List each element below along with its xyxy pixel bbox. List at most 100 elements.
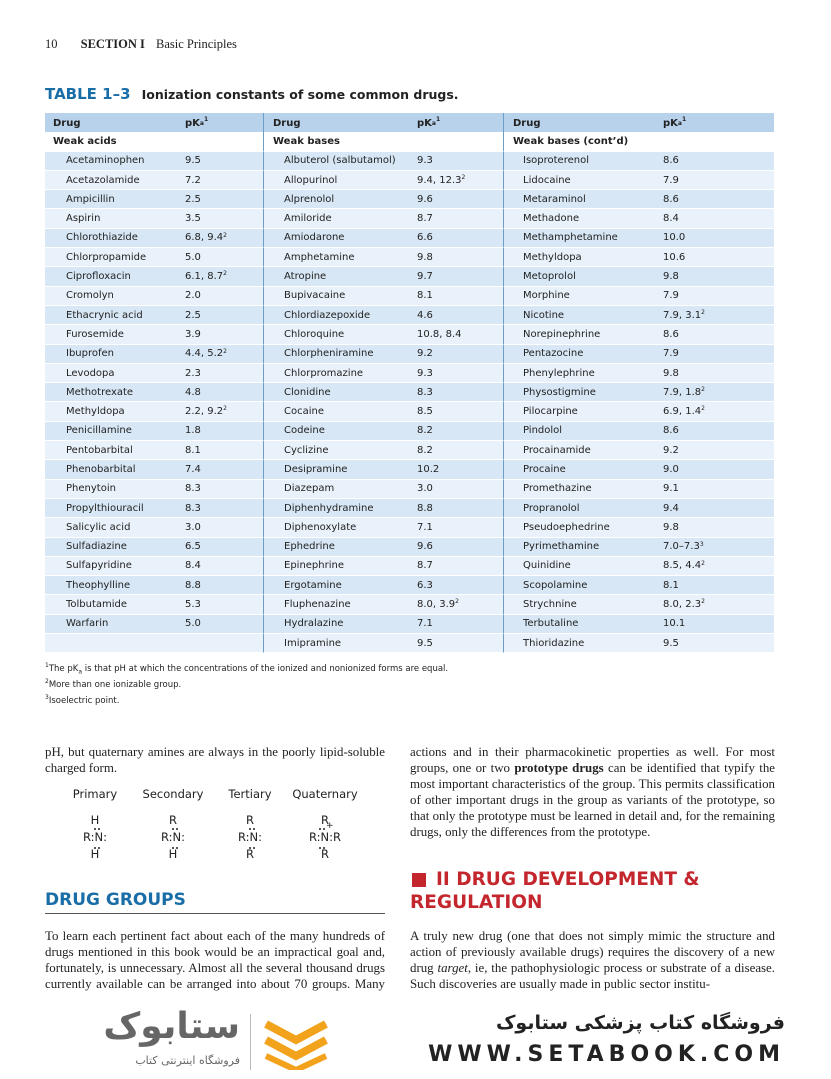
pka-value: 7.9	[663, 290, 679, 302]
pka-value: 9.8	[663, 521, 679, 533]
drug-name: Furosemide	[66, 328, 124, 340]
amine-label: Secondary	[142, 787, 204, 801]
pka-value: 9.1	[663, 483, 679, 495]
drug-cell: Amiloride	[263, 209, 417, 229]
drug-name: Amiloride	[284, 213, 332, 225]
pka-value: 8.0, 2.3	[663, 599, 702, 611]
pka-cell: 7.1	[417, 614, 503, 635]
pka-value: 2.0	[185, 290, 201, 302]
logo-text: ستابوک	[103, 1006, 240, 1047]
pka-value: 8.6	[663, 193, 679, 205]
pka-value: 6.8, 9.4	[185, 232, 224, 244]
pka-value: 9.5	[185, 155, 201, 167]
pka-symbol: pK	[185, 118, 200, 129]
pka-value: 8.1	[663, 579, 679, 591]
drug-name: Metoprolol	[523, 271, 576, 283]
drug-cell	[45, 634, 185, 654]
pka-value: 9.6	[417, 541, 433, 553]
drug-cell: Alprenolol	[263, 190, 417, 210]
drug-name: Physostigmine	[523, 386, 596, 398]
footnote-ref: 2	[223, 347, 227, 355]
drug-name: Propylthiouracil	[66, 502, 144, 514]
amine-atom: R	[321, 847, 329, 861]
pka-cell: 6.9, 1.4 2	[663, 402, 774, 422]
drug-cell: Physostigmine	[503, 383, 663, 403]
pka-cell: 8.7	[417, 209, 503, 229]
drug-cell: Ephedrine	[263, 537, 417, 557]
pka-cell: 9.2	[663, 441, 774, 461]
text: actions and in their pharmacokinetic pro…	[410, 745, 775, 776]
table-label: TABLE 1–3	[45, 85, 131, 103]
pka-value: 9.7	[417, 271, 433, 283]
page-number: 10	[45, 37, 58, 51]
drug-cell: Penicillamine	[45, 421, 185, 442]
drug-name: Chloroquine	[284, 328, 345, 340]
drug-cell: Methotrexate	[45, 383, 185, 403]
drug-name: Sulfapyridine	[66, 560, 132, 572]
drug-name: Fluphenazine	[284, 599, 351, 611]
pka-symbol: pK	[663, 118, 678, 129]
pka-cell: 8.2	[417, 421, 503, 442]
heading-line: II DRUG DEVELOPMENT &	[436, 869, 700, 890]
footnote-ref: 2	[223, 405, 227, 413]
drug-cell: Norepinephrine	[503, 325, 663, 345]
drug-name: Atropine	[284, 271, 327, 283]
pka-cell: 2.0	[185, 286, 263, 306]
pka-cell: 5.0	[185, 248, 263, 268]
pka-cell: 7.0–7.3 3	[663, 537, 774, 557]
pka-cell: 10.8, 8.4	[417, 325, 503, 345]
drug-cell: Fluphenazine	[263, 595, 417, 615]
amine-label: Quaternary	[292, 787, 358, 801]
drug-cell: Phenobarbital	[45, 460, 185, 480]
divider	[250, 1014, 251, 1070]
pka-cell: 8.3	[185, 479, 263, 499]
pka-value: 6.5	[185, 541, 201, 553]
pka-cell: 8.4	[185, 556, 263, 577]
footnote-ref: 1	[435, 116, 441, 123]
drug-cell: Imipramine	[263, 634, 417, 654]
drug-name: Cromolyn	[66, 290, 114, 302]
pka-cell: 9.5	[663, 634, 774, 654]
pka-value: 8.3	[185, 483, 201, 495]
drug-cell: Scopolamine	[503, 576, 663, 596]
amine-atom: H	[90, 813, 100, 827]
pka-value: 9.8	[417, 251, 433, 263]
pka-cell: 9.8	[417, 248, 503, 268]
footnote-mark: 3	[45, 694, 49, 701]
header-text: Drug	[273, 118, 301, 129]
drug-cell: Allopurinol	[263, 170, 417, 191]
drug-cell: Aspirin	[45, 209, 185, 229]
footnote-ref: 2	[223, 231, 227, 239]
pka-value: 7.1	[417, 521, 433, 533]
pka-value: 4.6	[417, 309, 433, 321]
drug-cell: Pseudoephedrine	[503, 518, 663, 538]
logo-icon	[264, 1020, 328, 1070]
pka-value: 9.5	[417, 637, 433, 649]
drug-cell: Ciprofloxacin	[45, 267, 185, 287]
drug-cell: Salicylic acid	[45, 518, 185, 538]
pka-cell: 3.9	[185, 325, 263, 345]
pka-cell: 2.5	[185, 305, 263, 326]
pka-symbol: pK	[417, 118, 432, 129]
drug-cell: Chlorpromazine	[263, 363, 417, 384]
drug-name: Procaine	[523, 463, 566, 475]
pka-value: 8.2	[417, 425, 433, 437]
drug-name: Pilocarpine	[523, 406, 578, 418]
drug-cell: Promethazine	[503, 479, 663, 499]
drug-name: Allopurinol	[284, 174, 338, 186]
electron-dot	[253, 847, 255, 849]
pka-value: 9.3	[417, 367, 433, 379]
drug-name: Codeine	[284, 425, 325, 437]
drug-cell: Metaraminol	[503, 190, 663, 210]
drug-name: Terbutaline	[523, 618, 579, 630]
pka-value: 8.0, 3.9	[417, 599, 456, 611]
footnote-mark: 1	[45, 662, 49, 669]
drug-cell: Ethacrynic acid	[45, 305, 185, 326]
drug-name: Alprenolol	[284, 193, 335, 205]
pka-value: 8.7	[417, 213, 433, 225]
drug-name: Lidocaine	[523, 174, 571, 186]
footnote: 3Isoelectric point.	[45, 694, 119, 706]
drug-name: Ergotamine	[284, 579, 342, 591]
electron-dot	[98, 828, 100, 830]
pka-value: 8.6	[663, 328, 679, 340]
